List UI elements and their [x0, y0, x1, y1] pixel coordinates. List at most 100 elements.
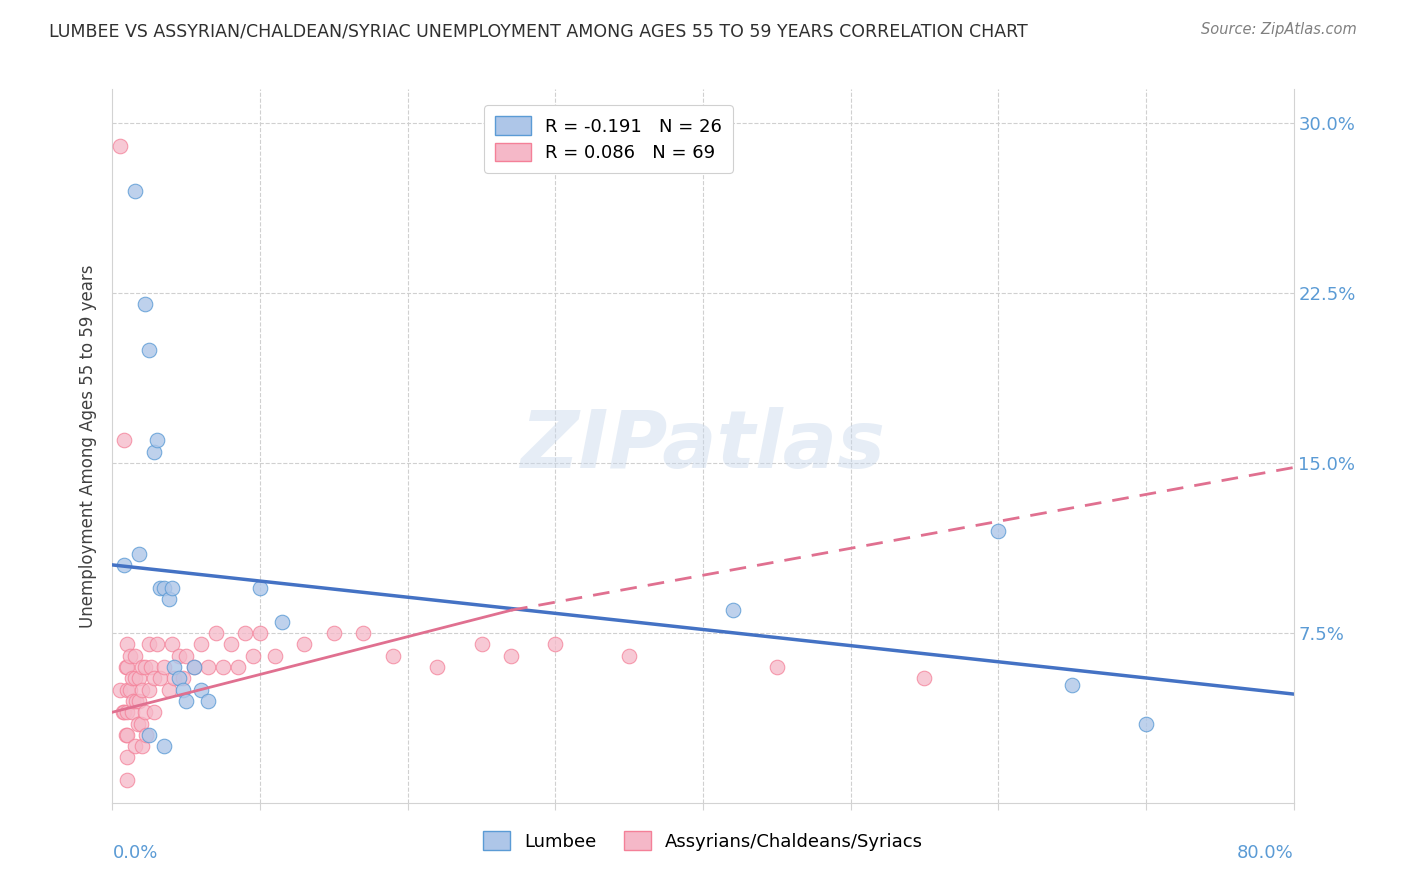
Point	[135, 728, 157, 742]
Point	[197, 694, 219, 708]
Point	[142, 705, 165, 719]
Point	[233, 626, 256, 640]
Point	[117, 682, 138, 697]
Point	[619, 648, 641, 663]
Point	[138, 343, 160, 357]
Point	[249, 626, 271, 640]
Y-axis label: Unemployment Among Ages 55 to 59 years: Unemployment Among Ages 55 to 59 years	[79, 264, 97, 628]
Point	[153, 581, 176, 595]
Point	[323, 626, 346, 640]
Point	[108, 682, 131, 697]
Legend: Lumbee, Assyrians/Chaldeans/Syriacs: Lumbee, Assyrians/Chaldeans/Syriacs	[475, 824, 931, 858]
Point	[128, 671, 150, 685]
Point	[174, 648, 197, 663]
Point	[134, 297, 156, 311]
Point	[242, 648, 264, 663]
Text: 0.0%: 0.0%	[112, 845, 157, 863]
Text: Source: ZipAtlas.com: Source: ZipAtlas.com	[1201, 22, 1357, 37]
Point	[131, 682, 153, 697]
Point	[160, 581, 183, 595]
Point	[134, 660, 156, 674]
Point	[1062, 678, 1084, 692]
Point	[426, 660, 449, 674]
Point	[146, 434, 169, 448]
Point	[131, 660, 153, 674]
Point	[470, 637, 494, 651]
Point	[149, 671, 172, 685]
Point	[153, 739, 176, 754]
Point	[117, 637, 138, 651]
Point	[544, 637, 567, 651]
Point	[128, 547, 150, 561]
Point	[139, 660, 162, 674]
Point	[121, 671, 143, 685]
Point	[205, 626, 228, 640]
Point	[138, 728, 160, 742]
Text: 80.0%: 80.0%	[1237, 845, 1294, 863]
Point	[172, 671, 194, 685]
Point	[117, 750, 138, 764]
Point	[131, 739, 153, 754]
Point	[226, 660, 249, 674]
Point	[108, 138, 131, 153]
Point	[120, 682, 142, 697]
Point	[111, 705, 134, 719]
Point	[117, 660, 138, 674]
Point	[382, 648, 405, 663]
Point	[121, 705, 143, 719]
Point	[163, 660, 186, 674]
Point	[190, 637, 212, 651]
Point	[124, 648, 146, 663]
Point	[219, 637, 242, 651]
Point	[142, 671, 165, 685]
Point	[142, 444, 165, 458]
Text: ZIPatlas: ZIPatlas	[520, 407, 886, 485]
Point	[157, 591, 180, 606]
Point	[138, 637, 160, 651]
Point	[124, 184, 146, 198]
Point	[117, 728, 138, 742]
Point	[987, 524, 1010, 538]
Point	[122, 694, 145, 708]
Point	[167, 648, 190, 663]
Point	[117, 773, 138, 788]
Point	[128, 694, 150, 708]
Point	[114, 660, 136, 674]
Point	[160, 637, 183, 651]
Point	[264, 648, 287, 663]
Point	[183, 660, 205, 674]
Point	[157, 682, 180, 697]
Point	[114, 728, 136, 742]
Point	[127, 716, 149, 731]
Point	[112, 705, 135, 719]
Point	[197, 660, 219, 674]
Point	[249, 581, 271, 595]
Point	[352, 626, 374, 640]
Point	[117, 705, 138, 719]
Point	[138, 682, 160, 697]
Point	[124, 671, 146, 685]
Point	[183, 660, 205, 674]
Point	[112, 558, 135, 572]
Point	[1135, 716, 1157, 731]
Point	[146, 637, 169, 651]
Point	[124, 739, 146, 754]
Point	[153, 660, 176, 674]
Point	[167, 671, 190, 685]
Point	[271, 615, 294, 629]
Point	[134, 705, 156, 719]
Point	[172, 682, 194, 697]
Point	[129, 716, 152, 731]
Text: LUMBEE VS ASSYRIAN/CHALDEAN/SYRIAC UNEMPLOYMENT AMONG AGES 55 TO 59 YEARS CORREL: LUMBEE VS ASSYRIAN/CHALDEAN/SYRIAC UNEMP…	[49, 22, 1028, 40]
Point	[766, 660, 789, 674]
Point	[501, 648, 523, 663]
Point	[125, 694, 148, 708]
Point	[112, 434, 135, 448]
Point	[914, 671, 936, 685]
Point	[190, 682, 212, 697]
Point	[212, 660, 235, 674]
Point	[292, 637, 315, 651]
Point	[163, 671, 186, 685]
Point	[120, 648, 142, 663]
Point	[174, 694, 197, 708]
